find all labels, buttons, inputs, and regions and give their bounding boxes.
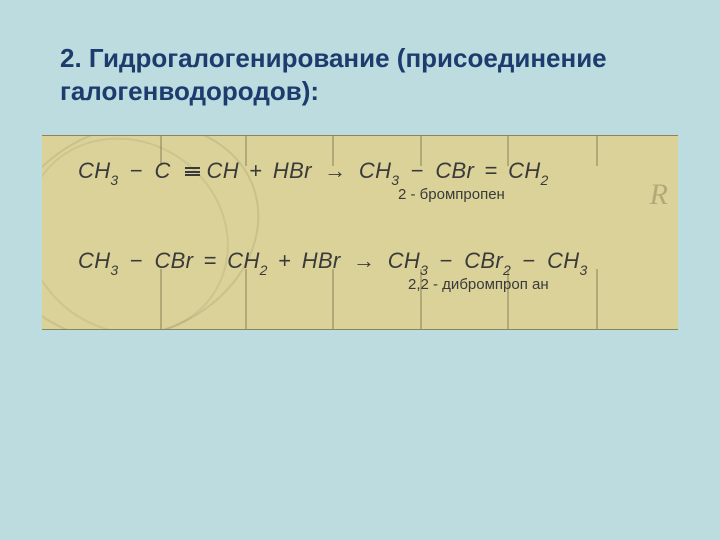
eq2-rhs-a: CH3 (388, 248, 428, 273)
eq1-lhs-a: CH3 (78, 158, 118, 183)
eq2-lhs-b: CBr (154, 248, 193, 273)
eq1-lhs-b: C (154, 158, 170, 183)
plus-icon: + (278, 248, 291, 273)
bond-triple-icon (185, 166, 200, 178)
plus-icon: + (249, 158, 262, 183)
arrow-icon: → (324, 158, 346, 183)
bond-single: − (440, 248, 453, 273)
top-ticks (42, 136, 678, 137)
eq1-rhs-c: CH2 (508, 158, 548, 183)
arrow-icon: → (353, 248, 375, 273)
equation-1: CH3 − C CH + HBr → CH3 − CBr = CH2 (78, 158, 549, 186)
eq1-reagent: HBr (273, 158, 312, 183)
eq1-rhs-b: CBr (435, 158, 474, 183)
eq2-annotation: 2,2 - дибромпроп ан (408, 276, 549, 293)
bond-single: − (411, 158, 424, 183)
equation-2: CH3 − CBr = CH2 + HBr → CH3 − CBr2 − CH3 (78, 248, 588, 276)
bottom-ticks (42, 328, 678, 329)
eq2-lhs-c: CH2 (227, 248, 267, 273)
slide-title: 2. Гидрогалогенирование (присоединение г… (0, 0, 720, 127)
eq2-reagent: HBr (302, 248, 341, 273)
bond-single: − (130, 158, 143, 183)
bond-double: = (204, 248, 217, 273)
eq1-annotation: 2 - бромпропен (398, 186, 505, 203)
bond-single: − (130, 248, 143, 273)
eq2-rhs-b: CBr2 (464, 248, 511, 273)
bond-single: − (523, 248, 536, 273)
eq2-lhs-a: CH3 (78, 248, 118, 273)
eq1-rhs-a: CH3 (359, 158, 399, 183)
bg-letter-right: R (650, 178, 668, 212)
eq1-lhs-c: CH (207, 158, 239, 183)
eq2-rhs-c: CH3 (547, 248, 587, 273)
equations-panel: R CH3 − C CH + HBr → CH3 − CBr = CH2 2 -… (42, 135, 678, 330)
bond-double: = (485, 158, 498, 183)
